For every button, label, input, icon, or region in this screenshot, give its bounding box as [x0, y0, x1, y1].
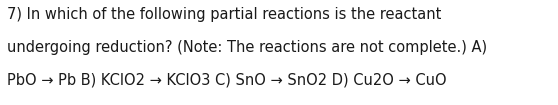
Text: PbO → Pb B) KClO2 → KClO3 C) SnO → SnO2 D) Cu2O → CuO: PbO → Pb B) KClO2 → KClO3 C) SnO → SnO2 … — [7, 72, 446, 87]
Text: undergoing reduction? (Note: The reactions are not complete.) A): undergoing reduction? (Note: The reactio… — [7, 40, 487, 55]
Text: 7) In which of the following partial reactions is the reactant: 7) In which of the following partial rea… — [7, 7, 441, 22]
